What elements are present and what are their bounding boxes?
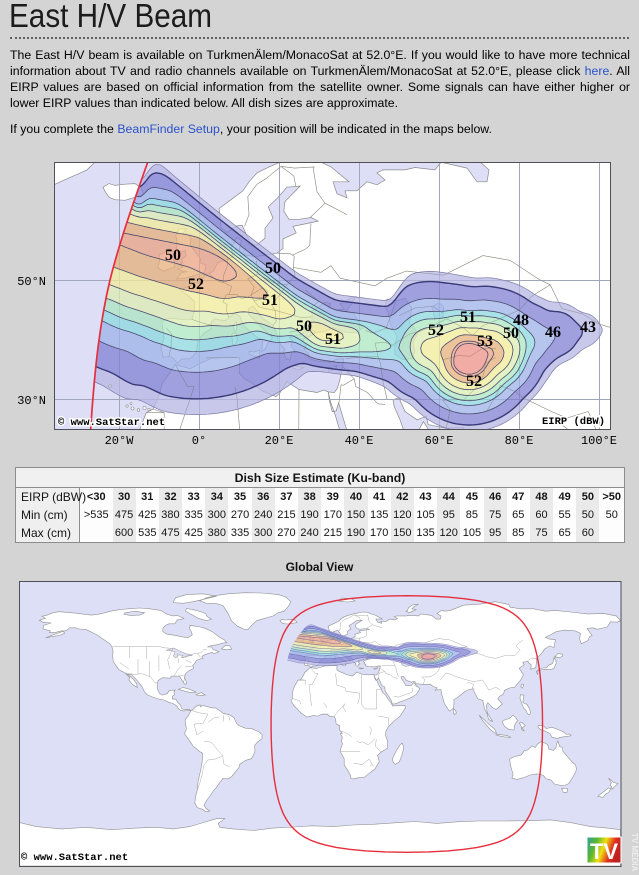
svg-text:50°N: 50°N: [17, 275, 46, 289]
svg-text:52: 52: [466, 373, 482, 390]
svg-text:43: 43: [580, 319, 596, 336]
svg-text:0°: 0°: [192, 434, 206, 448]
svg-text:51: 51: [262, 292, 278, 309]
svg-text:52: 52: [428, 322, 444, 339]
svg-text:80°E: 80°E: [505, 434, 534, 448]
svg-text:60°E: 60°E: [425, 434, 454, 448]
svg-text:EIRP (dBW): EIRP (dBW): [542, 416, 605, 428]
svg-text:46: 46: [545, 324, 561, 341]
svg-text:50: 50: [265, 260, 281, 277]
svg-text:52: 52: [188, 276, 204, 293]
svg-text:20°W: 20°W: [105, 434, 135, 448]
svg-text:© www.SatStar.net: © www.SatStar.net: [21, 852, 128, 864]
svg-text:50: 50: [296, 318, 312, 335]
svg-text:20°E: 20°E: [265, 434, 294, 448]
svg-text:40°E: 40°E: [345, 434, 374, 448]
svg-text:30°N: 30°N: [17, 394, 46, 408]
svg-text:TV MEDIA: TV MEDIA: [630, 833, 639, 871]
svg-text:53: 53: [477, 333, 493, 350]
svg-text:© www.SatStar.net: © www.SatStar.net: [58, 417, 165, 429]
svg-text:51: 51: [460, 309, 476, 326]
svg-text:50: 50: [503, 325, 519, 342]
svg-text:50: 50: [165, 247, 181, 264]
svg-text:100°E: 100°E: [581, 434, 617, 448]
svg-text:48: 48: [513, 312, 529, 329]
svg-text:TV: TV: [590, 839, 618, 864]
svg-text:51: 51: [325, 331, 341, 348]
